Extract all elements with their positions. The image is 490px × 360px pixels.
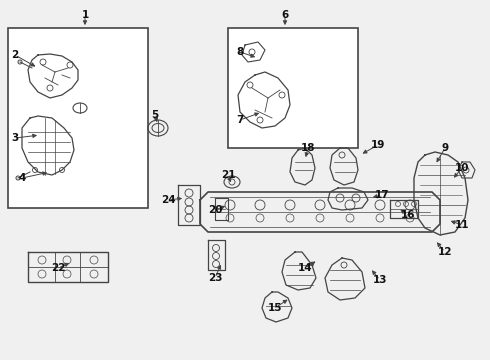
Text: 10: 10: [455, 163, 469, 173]
Text: 8: 8: [236, 47, 244, 57]
Text: 19: 19: [371, 140, 385, 150]
Text: 2: 2: [11, 50, 19, 60]
Text: 20: 20: [208, 205, 222, 215]
Text: 16: 16: [401, 210, 415, 220]
Text: 12: 12: [438, 247, 452, 257]
Text: 1: 1: [81, 10, 89, 20]
Text: 17: 17: [375, 190, 390, 200]
Text: 13: 13: [373, 275, 387, 285]
Text: 4: 4: [18, 173, 25, 183]
Text: 7: 7: [236, 115, 244, 125]
Text: 21: 21: [221, 170, 235, 180]
Text: 23: 23: [208, 273, 222, 283]
Text: 22: 22: [51, 263, 65, 273]
Text: 3: 3: [11, 133, 19, 143]
Bar: [228, 28, 358, 148]
Text: 14: 14: [298, 263, 312, 273]
Text: 11: 11: [455, 220, 469, 230]
Text: 9: 9: [441, 143, 448, 153]
Bar: [8, 28, 148, 208]
Text: 15: 15: [268, 303, 282, 313]
Text: 24: 24: [161, 195, 175, 205]
Text: 5: 5: [151, 110, 159, 120]
Text: 18: 18: [301, 143, 315, 153]
Text: 6: 6: [281, 10, 289, 20]
